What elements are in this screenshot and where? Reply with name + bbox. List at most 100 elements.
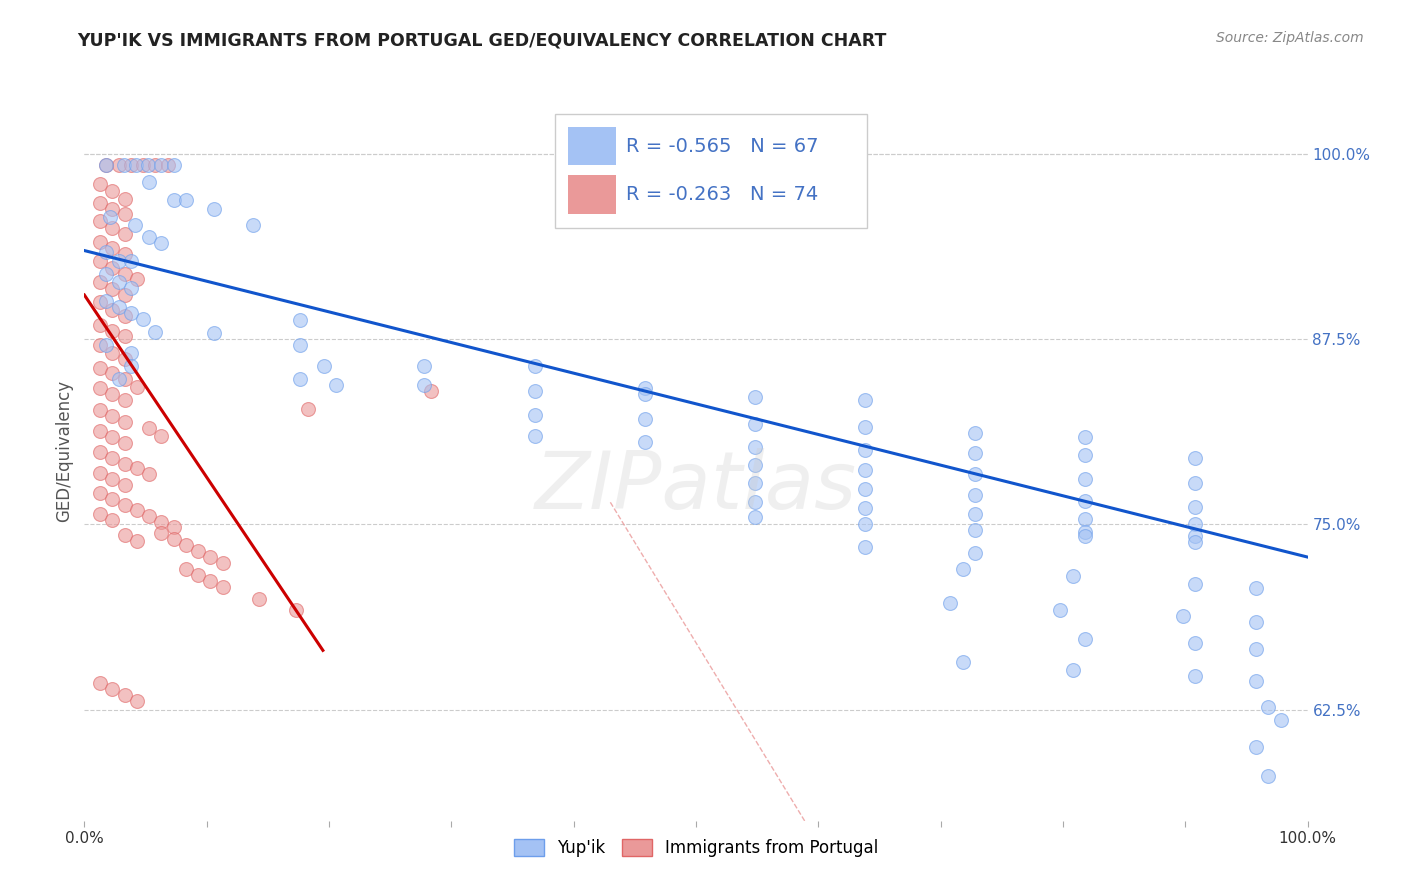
Point	[1074, 472, 1097, 486]
Point	[101, 681, 124, 696]
Point	[89, 318, 111, 332]
Point	[297, 402, 319, 417]
Point	[101, 492, 124, 507]
Point	[413, 378, 436, 392]
Point	[114, 457, 136, 471]
Point	[963, 488, 986, 502]
Point	[174, 538, 197, 552]
Point	[114, 393, 136, 408]
Point	[1074, 529, 1097, 543]
Point	[96, 293, 118, 308]
Point	[1184, 517, 1206, 532]
Point	[288, 372, 311, 386]
Point	[101, 387, 124, 401]
Point	[136, 158, 159, 172]
Point	[285, 603, 308, 617]
Point	[101, 185, 124, 199]
Point	[138, 230, 160, 244]
Point	[107, 158, 129, 172]
Point	[107, 275, 129, 289]
Point	[523, 359, 546, 373]
Text: YUP'IK VS IMMIGRANTS FROM PORTUGAL GED/EQUIVALENCY CORRELATION CHART: YUP'IK VS IMMIGRANTS FROM PORTUGAL GED/E…	[77, 31, 887, 49]
Point	[125, 158, 148, 172]
Point	[101, 282, 124, 296]
Point	[150, 428, 173, 442]
Point	[89, 424, 111, 438]
FancyBboxPatch shape	[568, 127, 616, 165]
Point	[413, 359, 436, 373]
Point	[125, 502, 148, 516]
Text: ZIPatlas: ZIPatlas	[534, 449, 858, 526]
Point	[156, 158, 179, 172]
Point	[963, 507, 986, 521]
Point	[107, 300, 129, 314]
Text: R = -0.565   N = 67: R = -0.565 N = 67	[626, 136, 818, 156]
Point	[1184, 450, 1206, 465]
Point	[101, 261, 124, 276]
Point	[853, 463, 876, 477]
Point	[744, 458, 766, 473]
Point	[288, 313, 311, 327]
Point	[523, 428, 546, 442]
Point	[89, 177, 111, 191]
Point	[101, 324, 124, 338]
Text: Source: ZipAtlas.com: Source: ZipAtlas.com	[1216, 31, 1364, 45]
Point	[143, 158, 166, 172]
Point	[744, 510, 766, 524]
Point	[114, 227, 136, 242]
Point	[633, 412, 655, 426]
Point	[132, 311, 155, 326]
Point	[853, 501, 876, 516]
Point	[744, 441, 766, 455]
Point	[89, 295, 111, 310]
Point	[150, 158, 173, 172]
Point	[89, 214, 111, 228]
Point	[101, 202, 124, 216]
Point	[939, 596, 962, 610]
Point	[138, 421, 160, 435]
Point	[1184, 668, 1206, 682]
Point	[963, 546, 986, 560]
Point	[125, 271, 148, 285]
Point	[1257, 769, 1279, 783]
Point	[163, 520, 186, 534]
Point	[1244, 581, 1267, 595]
Point	[1184, 500, 1206, 514]
Point	[200, 574, 222, 588]
Point	[853, 482, 876, 496]
Point	[101, 302, 124, 317]
Point	[1074, 524, 1097, 539]
Point	[1074, 493, 1097, 508]
Point	[89, 507, 111, 521]
Point	[174, 562, 197, 576]
Point	[98, 210, 121, 224]
Text: R = -0.263   N = 74: R = -0.263 N = 74	[626, 185, 818, 203]
Point	[1244, 739, 1267, 754]
Point	[1074, 632, 1097, 646]
Point	[163, 193, 186, 207]
Point	[853, 517, 876, 532]
Point	[96, 158, 118, 172]
Point	[1184, 476, 1206, 491]
Point	[163, 158, 186, 172]
Point	[132, 158, 155, 172]
Point	[114, 267, 136, 281]
Point	[150, 526, 173, 541]
Point	[963, 524, 986, 538]
Point	[114, 436, 136, 450]
Point	[96, 245, 118, 260]
Point	[963, 467, 986, 482]
Point	[174, 193, 197, 207]
Point	[114, 288, 136, 302]
Point	[101, 241, 124, 255]
Point	[633, 434, 655, 449]
Point	[120, 158, 142, 172]
Point	[114, 206, 136, 220]
FancyBboxPatch shape	[555, 113, 868, 228]
Point	[853, 419, 876, 434]
Point	[125, 380, 148, 394]
Point	[124, 219, 146, 233]
Point	[1062, 663, 1084, 677]
Point	[120, 345, 142, 359]
Point	[114, 528, 136, 542]
